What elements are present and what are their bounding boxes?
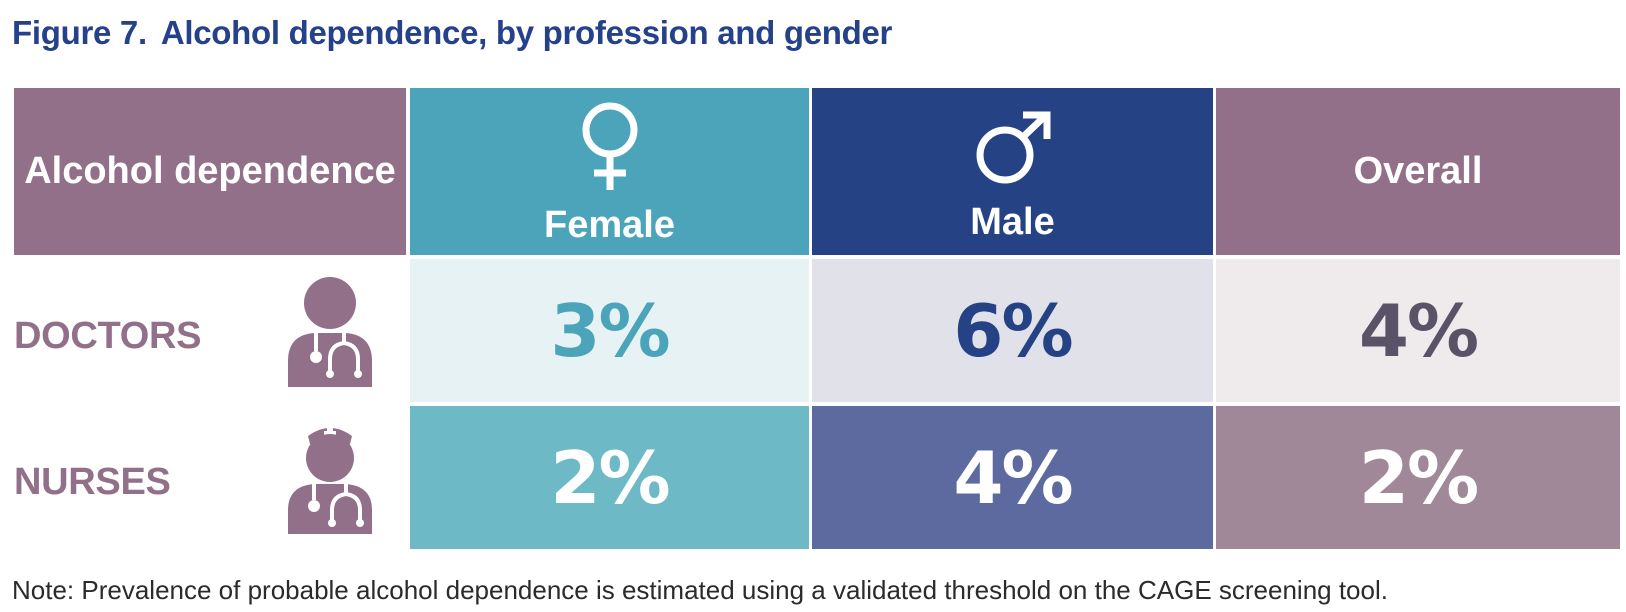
figure-title-text: Alcohol dependence, by profession and ge… <box>160 14 893 51</box>
column-header-male-label: Male <box>970 200 1055 243</box>
figure-title: Figure 7. Alcohol dependence, by professi… <box>12 14 892 52</box>
value-doctors-female: 3% <box>550 288 670 373</box>
column-header-female-label: Female <box>544 203 675 246</box>
footnote: Note: Prevalence of probable alcohol dep… <box>12 575 1388 605</box>
cell-nurses-male: 4% <box>812 406 1213 549</box>
header-row-label: Alcohol dependence <box>14 88 406 255</box>
value-doctors-male: 6% <box>953 288 1073 373</box>
cell-nurses-female: 2% <box>410 406 809 549</box>
figure-number: Figure 7. <box>12 14 147 51</box>
column-header-female: Female <box>410 88 809 255</box>
cell-nurses-overall: 2% <box>1216 406 1620 549</box>
value-nurses-overall: 2% <box>1358 435 1479 520</box>
cell-doctors-female: 3% <box>410 259 809 402</box>
male-symbol-icon <box>976 111 1050 183</box>
doctor-icon <box>288 277 372 387</box>
cell-doctors-overall: 4% <box>1216 259 1620 402</box>
value-nurses-female: 2% <box>550 435 670 520</box>
value-doctors-overall: 4% <box>1358 288 1479 373</box>
column-header-overall: Overall <box>1216 88 1620 255</box>
row-label-nurses: NURSES <box>14 461 171 503</box>
female-symbol-icon <box>582 102 637 190</box>
value-nurses-male: 4% <box>953 435 1073 520</box>
row-label-doctors: DOCTORS <box>14 315 202 357</box>
column-header-male: Male <box>812 88 1213 255</box>
cell-doctors-male: 6% <box>812 259 1213 402</box>
nurse-icon <box>288 428 372 534</box>
